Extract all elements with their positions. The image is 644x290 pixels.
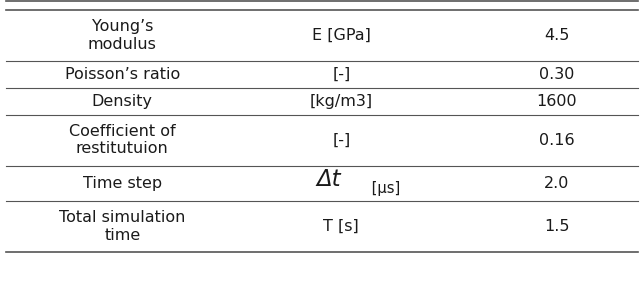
Text: Density: Density	[92, 94, 153, 109]
Text: [μs]: [μs]	[366, 181, 400, 196]
Text: [-]: [-]	[332, 133, 350, 148]
Text: E [GPa]: E [GPa]	[312, 28, 371, 43]
Text: 0.16: 0.16	[539, 133, 575, 148]
Text: Δt: Δt	[316, 168, 341, 191]
Text: Total simulation
time: Total simulation time	[59, 210, 185, 242]
Text: 1600: 1600	[536, 94, 578, 109]
Text: 1.5: 1.5	[544, 219, 570, 234]
Text: 2.0: 2.0	[544, 176, 570, 191]
Text: [kg/m3]: [kg/m3]	[310, 94, 373, 109]
Text: Time step: Time step	[83, 176, 162, 191]
Text: 0.30: 0.30	[540, 67, 574, 82]
Text: T [s]: T [s]	[323, 219, 359, 234]
Text: Poisson’s ratio: Poisson’s ratio	[65, 67, 180, 82]
Text: 4.5: 4.5	[544, 28, 570, 43]
Text: Young’s
modulus: Young’s modulus	[88, 19, 156, 52]
Text: Coefficient of
restitutuion: Coefficient of restitutuion	[69, 124, 176, 156]
Text: [-]: [-]	[332, 67, 350, 82]
